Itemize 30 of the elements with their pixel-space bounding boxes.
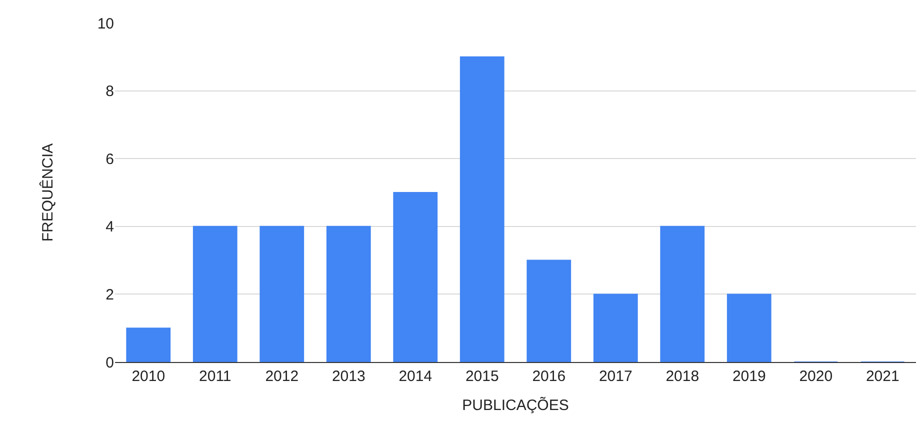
bar xyxy=(126,328,171,362)
bar xyxy=(526,260,572,362)
y-tick-label: 2 xyxy=(106,286,114,304)
y-tick-label: 10 xyxy=(97,15,114,32)
bar xyxy=(192,226,238,362)
bar xyxy=(260,226,304,362)
x-tick-label: 2014 xyxy=(398,368,432,385)
x-tick-label: 2015 xyxy=(465,368,499,385)
bar xyxy=(460,56,504,362)
y-tick-label: 6 xyxy=(106,150,114,168)
y-tick-label: 0 xyxy=(106,354,114,372)
bar xyxy=(326,226,371,362)
y-tick-label: 4 xyxy=(106,218,114,236)
bar xyxy=(660,226,705,362)
x-tick-label: 2017 xyxy=(598,368,632,385)
x-tick-label: 2016 xyxy=(532,368,566,385)
x-tick-label: 2018 xyxy=(666,368,700,385)
x-tick-label: 2019 xyxy=(732,368,766,385)
y-axis-title: FREQUÊNCIA xyxy=(38,143,57,242)
x-tick-label: 2021 xyxy=(866,368,900,385)
y-tick-label: 8 xyxy=(106,83,114,100)
x-tick-label: 2020 xyxy=(799,368,833,385)
x-axis-title: PUBLICAÇÕES xyxy=(462,396,569,414)
bar xyxy=(393,192,438,362)
bar xyxy=(726,294,772,362)
x-tick-label: 2010 xyxy=(132,368,166,385)
bar xyxy=(593,294,638,362)
x-tick-label: 2012 xyxy=(265,368,299,385)
x-tick-label: 2011 xyxy=(198,368,232,385)
x-tick-label: 2013 xyxy=(332,368,366,385)
